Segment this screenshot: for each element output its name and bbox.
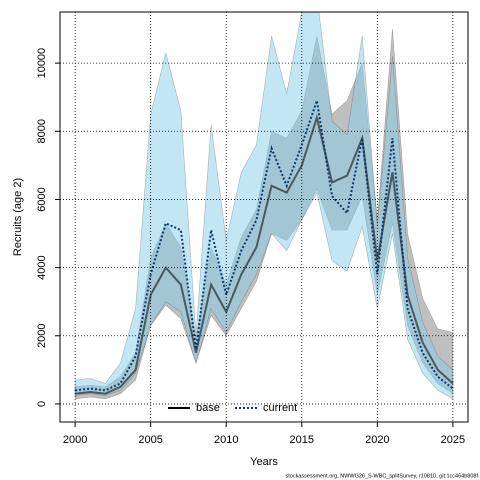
x-tick-label: 2010 xyxy=(214,434,238,446)
confidence-band xyxy=(74,12,454,400)
footer: stockassessment.org, NWWG26_S-WBC_splitS… xyxy=(286,473,479,479)
x-axis-title: Years xyxy=(250,456,278,468)
y-tick-label: 0 xyxy=(36,401,48,407)
x-tick-label: 2005 xyxy=(138,434,162,446)
y-tick-label: 4000 xyxy=(36,255,48,279)
y-tick-label: 8000 xyxy=(36,119,48,143)
y-tick-label: 6000 xyxy=(36,187,48,211)
y-tick-label: 10000 xyxy=(36,48,48,79)
x-tick-label: 2020 xyxy=(365,434,389,446)
x-tick-label: 2025 xyxy=(441,434,465,446)
plot-frame xyxy=(59,11,469,423)
x-tick-label: 2000 xyxy=(63,434,87,446)
legend-label: base xyxy=(196,402,220,414)
x-tick-label: 2015 xyxy=(290,434,314,446)
y-axis-title: Recruits (age 2) xyxy=(12,178,24,256)
legend-label: current xyxy=(263,402,297,414)
series-line xyxy=(74,113,454,395)
series-line xyxy=(74,100,454,392)
y-tick-label: 2000 xyxy=(36,324,48,348)
plot-area xyxy=(74,12,454,400)
